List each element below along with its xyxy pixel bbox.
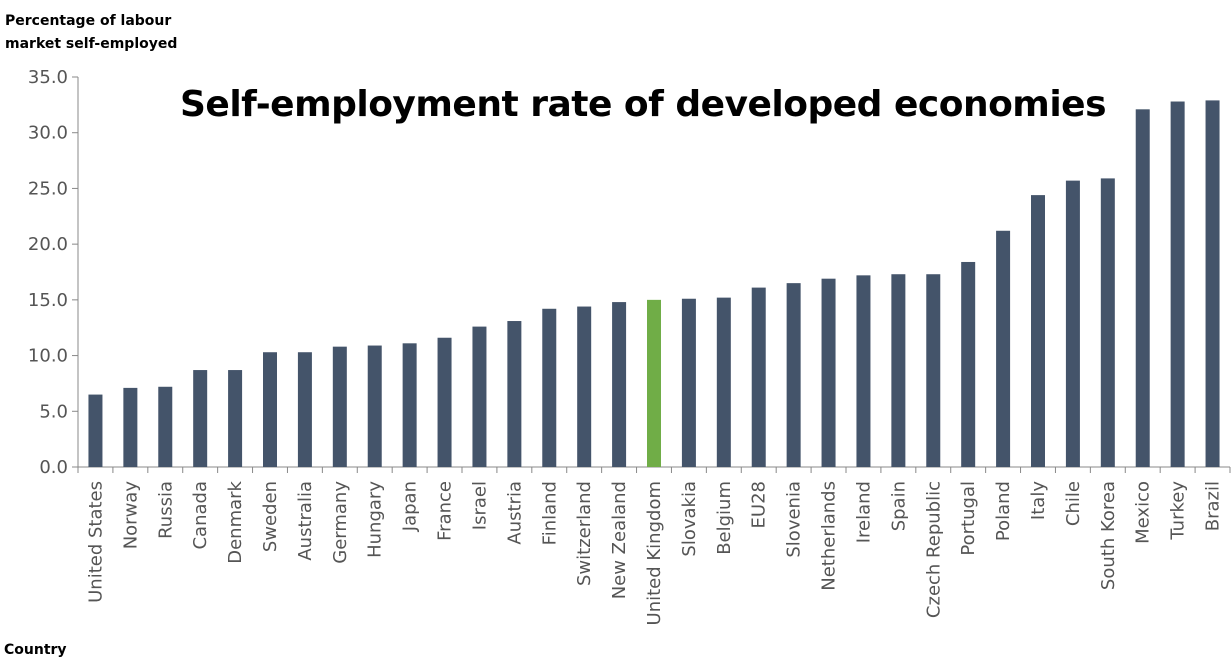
bar (856, 275, 871, 467)
y-tick-label: 10.0 (28, 346, 68, 367)
x-tick-label: Canada (190, 481, 211, 550)
bar (263, 352, 277, 467)
y-tick-label: 25.0 (28, 178, 68, 199)
y-tick-label: 30.0 (28, 123, 68, 144)
bar (297, 352, 312, 467)
bar (577, 306, 592, 467)
bar (891, 274, 906, 467)
x-tick-label: Slovakia (679, 481, 700, 557)
x-tick-label: Germany (330, 481, 351, 564)
bar (228, 370, 243, 467)
bar (716, 297, 731, 467)
x-tick-label: Brazil (1203, 481, 1224, 531)
x-tick-label: EU28 (749, 481, 770, 528)
bar (123, 387, 138, 467)
x-tick-label: United Kingdom (644, 481, 665, 625)
x-tick-label: Italy (1028, 481, 1049, 520)
y-tick-label: 5.0 (39, 401, 68, 422)
x-tick-label: Denmark (225, 480, 246, 563)
bar (612, 302, 627, 467)
x-tick-label: Ireland (853, 481, 874, 543)
bar (926, 274, 941, 467)
bar (821, 278, 836, 467)
x-tick-label: New Zealand (609, 481, 630, 599)
bar (786, 283, 801, 467)
x-tick-label: Israel (469, 481, 490, 530)
x-axis-title: Country (4, 642, 67, 658)
x-tick-label: United States (85, 481, 106, 603)
bar (472, 326, 487, 467)
x-tick-label: Sweden (260, 481, 281, 552)
x-tick-label: South Korea (1098, 481, 1119, 590)
bar (193, 370, 208, 467)
bar (437, 337, 452, 467)
bar (1065, 180, 1080, 467)
bar (681, 298, 696, 467)
bar (996, 230, 1011, 467)
bar (1135, 109, 1150, 468)
x-tick-label: Mexico (1133, 481, 1154, 544)
x-tick-label: Poland (993, 481, 1014, 541)
bar (158, 386, 173, 467)
x-tick-label: Finland (539, 481, 560, 545)
y-axis-title: Percentage of labour market self-employe… (5, 13, 178, 52)
x-tick-label: Hungary (365, 481, 386, 558)
x-tick-label: France (435, 481, 456, 541)
bar (332, 346, 347, 467)
x-tick-label: Turkey (1168, 481, 1189, 541)
bar (542, 308, 557, 467)
bar (367, 345, 382, 467)
x-tick-label: Switzerland (574, 481, 595, 586)
chart-title: Self-employment rate of developed econom… (180, 84, 1107, 125)
x-tick-label: Czech Republic (923, 481, 944, 618)
y-tick-label: 35.0 (28, 67, 68, 88)
x-tick-label: Spain (888, 481, 909, 531)
bar (402, 343, 417, 467)
bar (961, 261, 976, 467)
x-tick-label: Australia (295, 481, 316, 561)
bar (1170, 101, 1185, 467)
x-tick-label: Belgium (714, 481, 735, 555)
bar (88, 394, 103, 467)
x-tick-label: Russia (155, 481, 176, 539)
x-tick-label: Portugal (958, 481, 979, 556)
bar (647, 299, 661, 467)
x-tick-label: Netherlands (819, 481, 840, 591)
x-tick-label: Norway (120, 481, 141, 550)
x-tick-label: Chile (1063, 481, 1084, 526)
bar (1100, 178, 1115, 467)
bar (751, 287, 766, 467)
x-tick-label: Slovenia (784, 481, 805, 558)
y-tick-label: 20.0 (28, 234, 68, 255)
y-tick-label: 0.0 (39, 457, 68, 478)
bar (1031, 195, 1045, 467)
y-tick-label: 15.0 (28, 290, 68, 311)
bar (507, 321, 522, 467)
bar (1205, 100, 1220, 468)
x-tick-label: Japan (400, 481, 421, 532)
x-tick-label: Austria (504, 481, 525, 545)
